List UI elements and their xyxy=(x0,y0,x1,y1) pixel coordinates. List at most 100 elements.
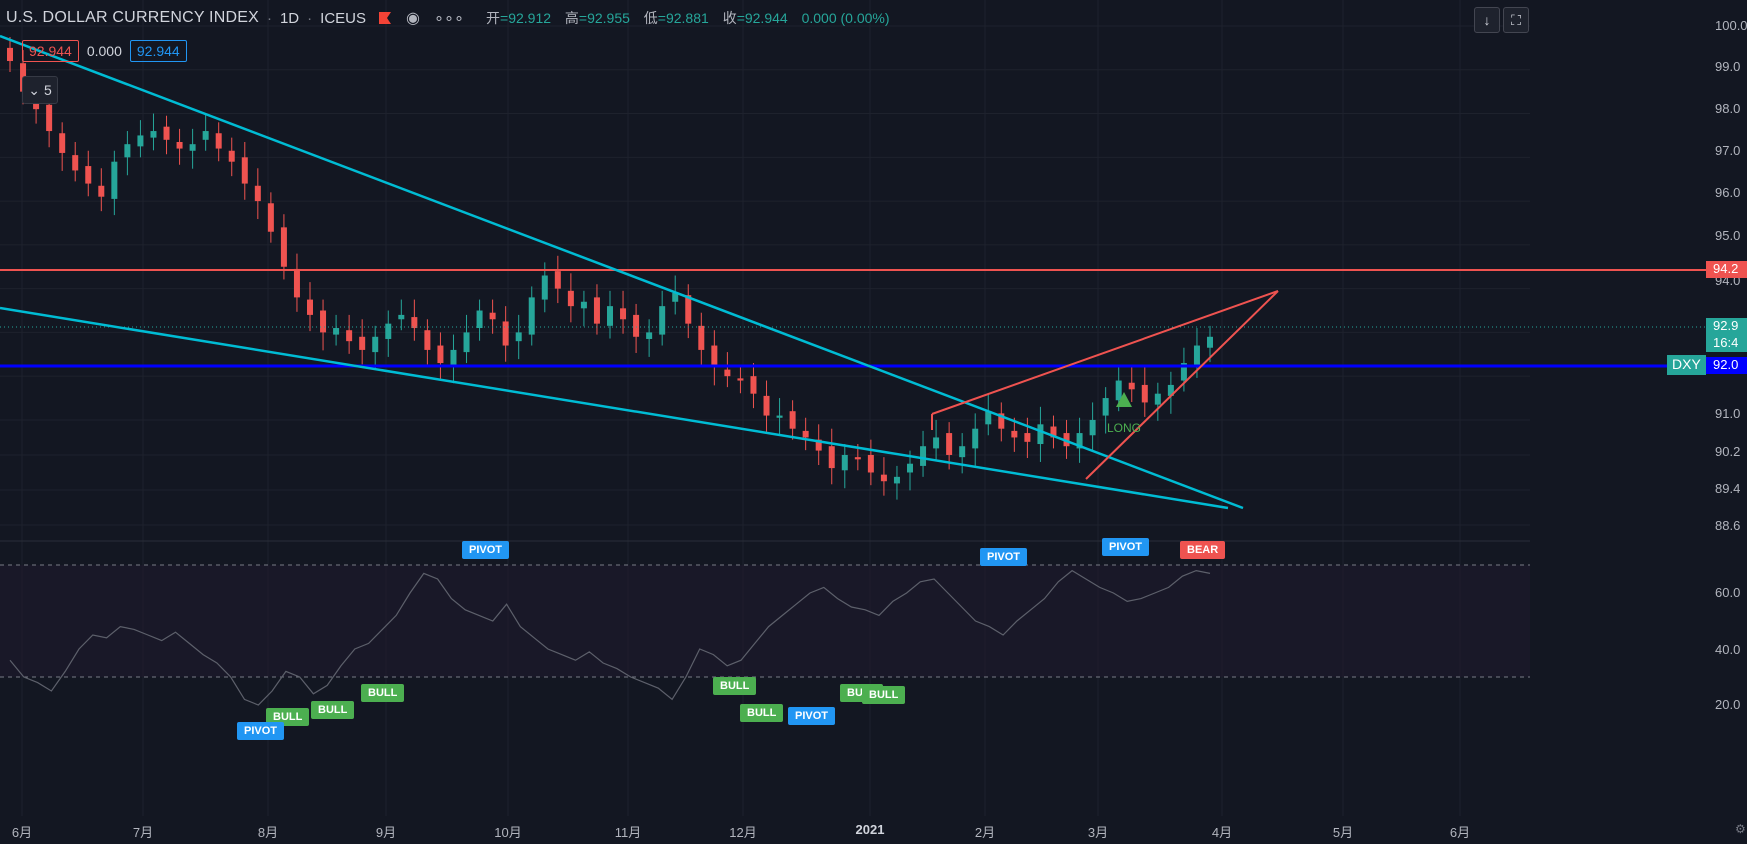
candle-body xyxy=(1037,424,1044,445)
candle-body xyxy=(776,415,783,418)
bull-label: BULL xyxy=(713,677,757,695)
pivot-label: PIVOT xyxy=(462,541,510,559)
candle-body xyxy=(841,454,848,471)
time-tick: 4月 xyxy=(1211,825,1233,840)
candle-body xyxy=(372,336,379,353)
candle-body xyxy=(711,345,718,368)
candle-body xyxy=(724,369,731,377)
candle-body xyxy=(202,131,209,140)
candle-body xyxy=(1180,363,1187,381)
wedge-lower-line[interactable] xyxy=(1085,290,1279,480)
more-options-icon[interactable]: ∘∘∘ xyxy=(433,10,465,27)
candle-body xyxy=(802,430,809,438)
pivot-label: PIVOT xyxy=(1102,538,1150,556)
exchange-label: ICEUS xyxy=(320,9,366,27)
price-badge-mid: 0.000 xyxy=(86,43,122,59)
price-tick: 99.0 xyxy=(1715,59,1741,74)
candle-body xyxy=(176,141,183,149)
candle-body xyxy=(398,314,405,320)
price-chart[interactable]: LONG xyxy=(0,0,1706,816)
candle-body xyxy=(554,271,561,289)
candle-body xyxy=(907,463,913,473)
candle-body xyxy=(241,157,248,184)
long-label: LONG xyxy=(1107,421,1141,435)
candle-body xyxy=(189,144,196,151)
rsi-tick: 40.0 xyxy=(1715,642,1741,657)
settings-icon[interactable]: ⚙ xyxy=(1735,822,1746,836)
time-axis[interactable]: 6月 7月 8月 9月 10月 11月 12月 2021 2月 3月 4月 5月… xyxy=(0,816,1706,844)
close-label: 收 xyxy=(722,10,737,26)
candle-body xyxy=(59,133,66,153)
time-tick: 2月 xyxy=(974,825,996,840)
candle-body xyxy=(789,411,796,429)
time-tick: 2021 xyxy=(855,822,885,837)
lower-trendline[interactable] xyxy=(0,306,1229,510)
chart-grid xyxy=(0,0,1530,816)
time-tick: 10月 xyxy=(494,825,522,840)
pivot-label: PIVOT xyxy=(237,722,285,740)
candle-body xyxy=(1024,433,1031,442)
flag-icon[interactable] xyxy=(378,11,392,25)
candle-body xyxy=(580,301,587,309)
candle-body xyxy=(1128,382,1135,390)
candle-body xyxy=(972,428,979,449)
eye-icon[interactable]: ◉ xyxy=(406,10,420,27)
header-separator: · xyxy=(266,9,272,27)
candle-body xyxy=(463,332,470,353)
chart-header: U.S. DOLLAR CURRENCY INDEX · 1D · ICEUS … xyxy=(0,0,900,36)
candle-body xyxy=(85,166,92,184)
price-tick: 90.2 xyxy=(1715,444,1741,459)
candle-body xyxy=(476,310,483,329)
candle-body xyxy=(528,297,535,335)
candle-body xyxy=(293,268,300,298)
high-label: 高 xyxy=(564,10,579,26)
upper-trendline[interactable] xyxy=(0,34,1244,510)
candle-body xyxy=(98,185,105,197)
wedge-upper-line[interactable] xyxy=(931,290,1279,415)
candle-body xyxy=(424,330,431,350)
price-axis[interactable]: 100.0 99.0 98.0 97.0 96.0 95.0 94.0 91.0… xyxy=(1706,0,1747,844)
candle-body xyxy=(228,150,235,162)
candle-body xyxy=(1167,384,1174,396)
candle-body xyxy=(541,275,548,300)
candle-body xyxy=(867,454,874,473)
price-tick: 100.0 xyxy=(1715,18,1747,33)
price-tick: 97.0 xyxy=(1715,143,1741,158)
chevron-down-icon: ⌄ xyxy=(28,81,40,98)
change-value: 0.000 (0.00%) xyxy=(801,10,890,26)
candle-body xyxy=(933,437,940,449)
ohlc-values: 开=92.912 高=92.955 低=92.881 收=92.944 0.00… xyxy=(486,8,900,28)
arrow-down-icon: ↓ xyxy=(1483,12,1491,28)
candle-body xyxy=(359,336,366,350)
candle-body xyxy=(893,476,900,484)
candle-body xyxy=(320,310,327,333)
low-label: 低 xyxy=(643,10,658,26)
time-tick: 8月 xyxy=(257,825,279,840)
candle-body xyxy=(737,378,744,381)
time-tick: 3月 xyxy=(1087,825,1109,840)
time-tick: 9月 xyxy=(375,825,397,840)
candle-body xyxy=(959,446,966,458)
candle-body xyxy=(1115,380,1122,401)
candle-body xyxy=(515,332,522,342)
candle-body xyxy=(1011,430,1018,438)
time-tick: 6月 xyxy=(1449,825,1471,840)
symbol-title[interactable]: U.S. DOLLAR CURRENCY INDEX xyxy=(6,9,259,26)
price-badge-red: 92.944 xyxy=(22,40,79,62)
candle-body xyxy=(672,293,679,302)
price-tick: 98.0 xyxy=(1715,101,1741,116)
long-arrow-icon xyxy=(1116,392,1132,407)
price-tick: 88.6 xyxy=(1715,518,1741,533)
rsi-line xyxy=(9,569,1211,706)
scale-button[interactable]: ↓ xyxy=(1474,7,1500,33)
interval-label[interactable]: 1D xyxy=(279,9,300,27)
candle-body xyxy=(920,446,927,466)
candle-body xyxy=(646,332,653,339)
time-tick: 11月 xyxy=(614,825,642,840)
fullscreen-icon: ⛶ xyxy=(1511,11,1521,28)
collapse-indicators-button[interactable]: ⌄ 5 xyxy=(22,76,58,104)
candle-body xyxy=(137,135,144,147)
fullscreen-button[interactable]: ⛶ xyxy=(1503,7,1529,33)
rsi-band xyxy=(0,565,1530,677)
candle-body xyxy=(385,323,392,339)
